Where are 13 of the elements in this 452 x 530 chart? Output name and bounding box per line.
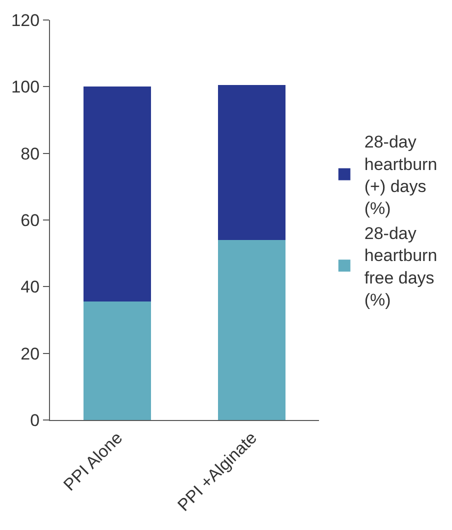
legend-label: 28-day heartburn free days (%) bbox=[364, 224, 438, 310]
bar bbox=[218, 240, 286, 420]
bar bbox=[84, 302, 151, 420]
y-tick-label: 120 bbox=[11, 10, 40, 30]
y-tick-label: 60 bbox=[20, 210, 40, 230]
bar bbox=[218, 85, 286, 240]
y-tick-label: 20 bbox=[20, 344, 40, 364]
y-tick-label: 40 bbox=[20, 278, 40, 297]
y-tick-label: 80 bbox=[20, 144, 40, 164]
bar bbox=[84, 86, 151, 302]
legend-label: 28-day heartburn (+) days (%) bbox=[364, 132, 438, 218]
y-tick-label: 0 bbox=[30, 410, 40, 430]
y-tick-label: 100 bbox=[11, 78, 40, 97]
